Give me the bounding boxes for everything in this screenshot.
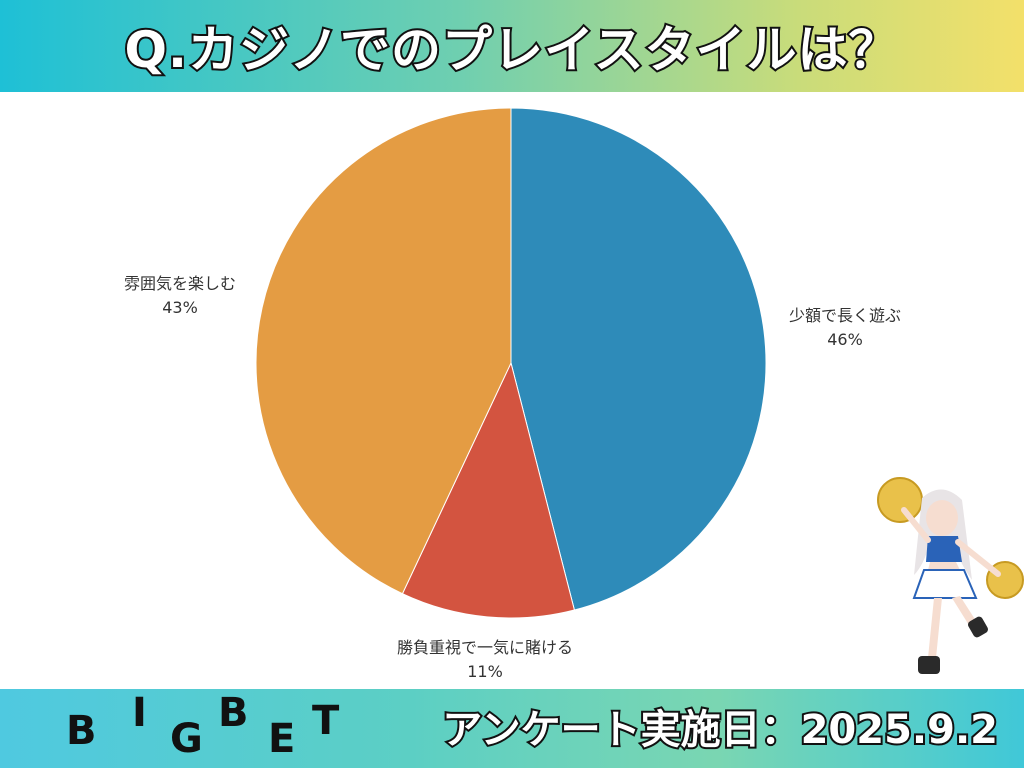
slice-percent: 46% (827, 330, 863, 349)
slice-label-shobu: 勝負重視で一気に賭ける 11% (365, 636, 605, 684)
slice-name: 雰囲気を楽しむ (123, 274, 236, 293)
bigbet-logo: B I G B E T (0, 689, 360, 768)
pie-slice-0 (510, 107, 767, 611)
logo-letter: I (132, 690, 147, 736)
cheerleader-character-icon (877, 477, 1024, 674)
header-bar: Q.カジノでのプレイスタイルは？ (0, 0, 1024, 92)
footer-bar: B I G B E T アンケート実施日：2025.9.2 (0, 689, 1024, 768)
logo-letter: G (170, 716, 203, 762)
pie-chart (255, 107, 767, 619)
logo-letter: T (312, 698, 340, 744)
slice-label-shogaku: 少額で長く遊ぶ 46% (760, 304, 930, 352)
logo-letter: B (218, 690, 249, 736)
slice-name: 勝負重視で一気に賭ける (396, 638, 573, 657)
slice-percent: 43% (162, 298, 198, 317)
chart-title: Q.カジノでのプレイスタイルは？ (123, 19, 901, 81)
slice-label-fun-iki: 雰囲気を楽しむ 43% (95, 272, 265, 320)
chart-area: 少額で長く遊ぶ 46% 勝負重視で一気に賭ける 11% 雰囲気を楽しむ 43% (0, 92, 1024, 689)
survey-date: アンケート実施日：2025.9.2 (440, 705, 1000, 755)
logo-letter: E (268, 716, 296, 762)
pie-slice-1 (401, 361, 576, 619)
pie-slice-2 (255, 107, 512, 595)
logo-letter: B (66, 708, 97, 754)
slice-percent: 11% (467, 662, 503, 681)
slice-name: 少額で長く遊ぶ (788, 306, 901, 325)
